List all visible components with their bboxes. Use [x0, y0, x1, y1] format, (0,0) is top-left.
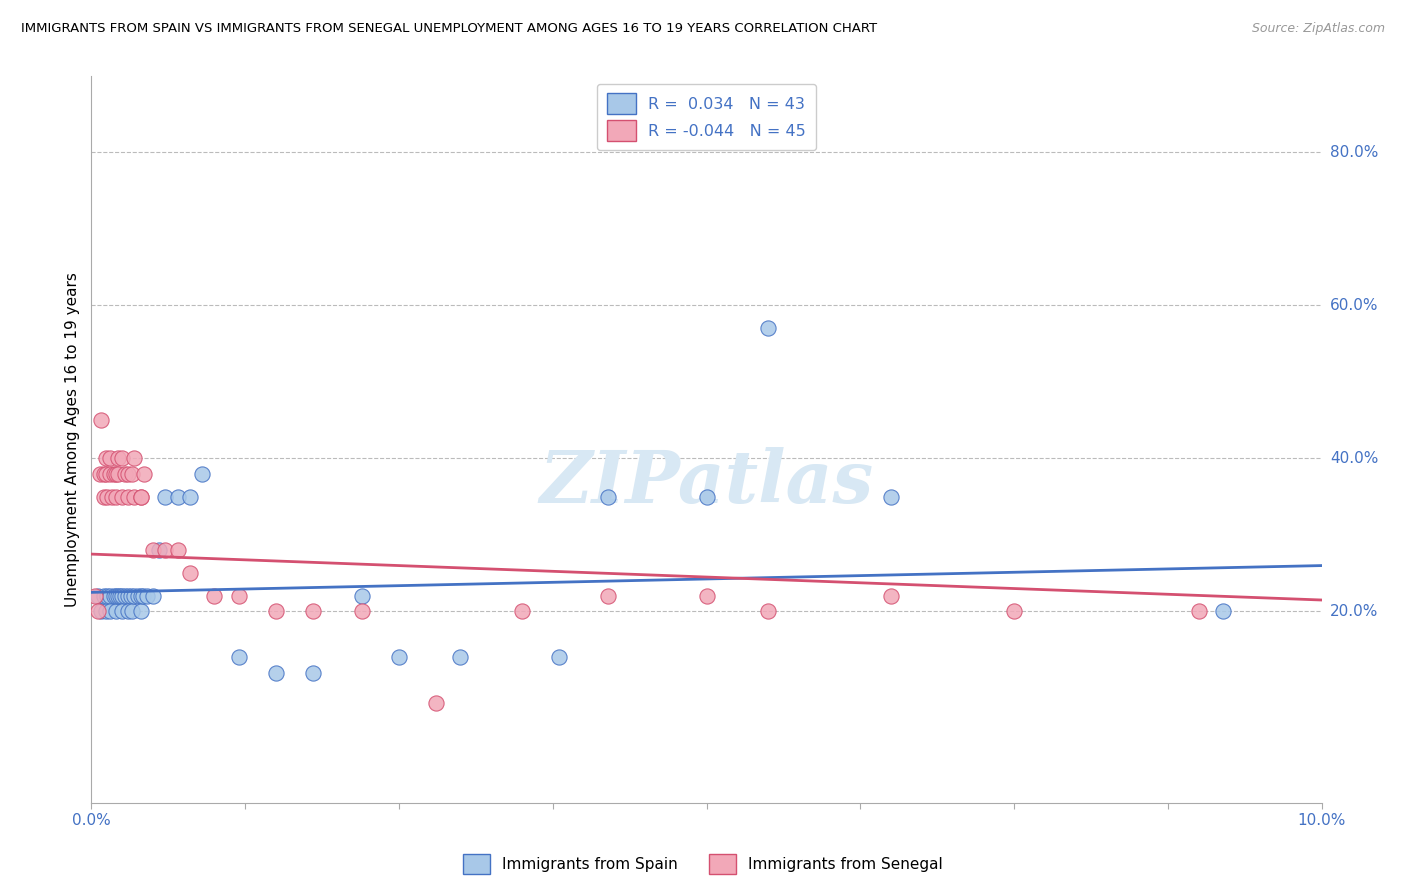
Point	[129, 490, 152, 504]
Point	[121, 605, 143, 619]
Point	[264, 605, 287, 619]
Point	[135, 589, 157, 603]
Point	[117, 589, 139, 603]
Point	[117, 605, 139, 619]
Point	[84, 589, 107, 603]
Point	[117, 467, 139, 481]
Point	[166, 490, 188, 504]
Y-axis label: Unemployment Among Ages 16 to 19 years: Unemployment Among Ages 16 to 19 years	[65, 272, 80, 607]
Legend: R =  0.034   N = 43, R = -0.044   N = 45: R = 0.034 N = 43, R = -0.044 N = 45	[598, 84, 815, 151]
Point	[120, 589, 142, 603]
Point	[96, 605, 117, 619]
Point	[425, 696, 447, 710]
Point	[93, 589, 115, 603]
Text: Source: ZipAtlas.com: Source: ZipAtlas.com	[1251, 22, 1385, 36]
Text: 60.0%: 60.0%	[1330, 298, 1378, 313]
Point	[449, 650, 471, 665]
Point	[98, 605, 121, 619]
Point	[153, 490, 177, 504]
Point	[388, 650, 411, 665]
Point	[350, 605, 373, 619]
Point	[179, 490, 201, 504]
Point	[547, 650, 569, 665]
Point	[1212, 605, 1234, 619]
Point	[107, 451, 129, 466]
Point	[301, 665, 323, 680]
Point	[86, 605, 108, 619]
Point	[111, 589, 134, 603]
Point	[596, 490, 619, 504]
Point	[98, 589, 121, 603]
Point	[1187, 605, 1209, 619]
Point	[96, 467, 117, 481]
Point	[108, 589, 131, 603]
Point	[134, 467, 156, 481]
Point	[202, 589, 225, 603]
Legend: Immigrants from Spain, Immigrants from Senegal: Immigrants from Spain, Immigrants from S…	[457, 848, 949, 880]
Point	[880, 490, 903, 504]
Text: 20.0%: 20.0%	[1330, 604, 1378, 619]
Point	[264, 665, 287, 680]
Point	[124, 451, 146, 466]
Point	[510, 605, 533, 619]
Point	[191, 467, 214, 481]
Point	[103, 467, 125, 481]
Point	[153, 543, 177, 558]
Point	[111, 451, 134, 466]
Point	[132, 589, 155, 603]
Point	[350, 589, 373, 603]
Point	[105, 467, 127, 481]
Point	[142, 589, 165, 603]
Point	[105, 490, 127, 504]
Point	[1002, 605, 1025, 619]
Point	[107, 467, 129, 481]
Point	[93, 490, 115, 504]
Point	[90, 605, 112, 619]
Point	[111, 490, 134, 504]
Point	[696, 589, 718, 603]
Point	[96, 490, 118, 504]
Point	[107, 589, 129, 603]
Point	[96, 589, 118, 603]
Point	[142, 543, 165, 558]
Point	[98, 467, 121, 481]
Point	[228, 650, 250, 665]
Point	[114, 467, 136, 481]
Point	[301, 605, 323, 619]
Point	[114, 589, 136, 603]
Point	[86, 589, 108, 603]
Point	[98, 451, 121, 466]
Text: ZIPatlas: ZIPatlas	[540, 448, 873, 518]
Point	[111, 605, 134, 619]
Point	[148, 543, 170, 558]
Point	[105, 589, 127, 603]
Point	[124, 490, 146, 504]
Point	[105, 605, 127, 619]
Point	[129, 490, 152, 504]
Point	[127, 589, 149, 603]
Point	[117, 490, 139, 504]
Point	[90, 413, 112, 427]
Point	[166, 543, 188, 558]
Point	[129, 605, 152, 619]
Point	[756, 321, 779, 335]
Point	[880, 589, 903, 603]
Text: 40.0%: 40.0%	[1330, 451, 1378, 466]
Point	[124, 589, 146, 603]
Point	[96, 451, 117, 466]
Point	[103, 589, 125, 603]
Point	[596, 589, 619, 603]
Text: 80.0%: 80.0%	[1330, 145, 1378, 160]
Point	[89, 467, 111, 481]
Point	[101, 490, 124, 504]
Point	[756, 605, 779, 619]
Point	[93, 467, 115, 481]
Point	[179, 566, 201, 581]
Text: IMMIGRANTS FROM SPAIN VS IMMIGRANTS FROM SENEGAL UNEMPLOYMENT AMONG AGES 16 TO 1: IMMIGRANTS FROM SPAIN VS IMMIGRANTS FROM…	[21, 22, 877, 36]
Point	[228, 589, 250, 603]
Point	[121, 467, 143, 481]
Point	[696, 490, 718, 504]
Point	[129, 589, 152, 603]
